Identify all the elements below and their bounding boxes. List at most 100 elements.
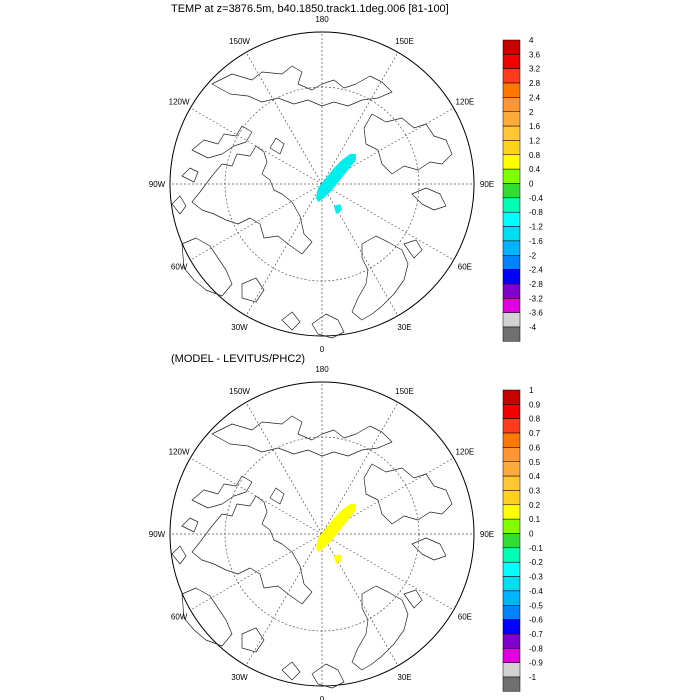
colorbar-box [502, 662, 521, 678]
colorbar-tick-label: -3.6 [529, 309, 543, 318]
colorbar-tick-label: 0.7 [529, 429, 541, 438]
coastline [181, 587, 233, 647]
colorbar-tick-label: 0.8 [529, 151, 541, 160]
colorbar-tick-label: 0 [529, 180, 534, 189]
coastline [191, 125, 253, 159]
anomaly-region [316, 154, 356, 214]
colorbar-tick-label: 0.3 [529, 486, 541, 495]
longitude-label: 60W [171, 263, 188, 272]
colorbar-tick-label: -0.6 [529, 616, 543, 625]
coastline [311, 313, 345, 339]
coastline [411, 187, 447, 211]
coastlines [171, 415, 453, 689]
colorbar-box [502, 226, 521, 242]
coastline [403, 589, 423, 609]
longitude-label: 90W [149, 530, 166, 539]
longitude-label: 30W [231, 673, 248, 682]
meridian-line [321, 402, 399, 535]
coastline [351, 585, 409, 671]
colorbar-tick-label: 2.8 [529, 79, 541, 88]
colorbar-box [502, 648, 521, 663]
meridian-line [245, 402, 323, 535]
colorbar-box [502, 111, 521, 127]
coastline [181, 237, 233, 297]
coastline [191, 475, 253, 509]
colorbar-box [502, 404, 521, 419]
longitude-label: 180 [315, 365, 329, 374]
colorbar: 1 0.9 0.8 0.7 0.6 0.5 0.4 0.3 0.2 0.1 0 -0.1 -0.2 -0.… [502, 386, 543, 692]
colorbar-box [502, 633, 521, 649]
colorbar-tick-label: 2.4 [529, 93, 541, 102]
colorbar-box [502, 283, 521, 299]
colorbar-box [502, 211, 521, 227]
coastline [281, 661, 301, 681]
meridian-line [245, 183, 323, 316]
colorbar-tick-label: 0.1 [529, 515, 541, 524]
meridian-line [190, 107, 323, 185]
longitude-label: 60E [458, 613, 472, 622]
colorbar-box [502, 269, 521, 285]
colorbar-box [502, 168, 521, 184]
colorbar-box [502, 68, 521, 84]
coastline [351, 235, 409, 321]
anomaly-patch [334, 204, 342, 214]
coastline [269, 487, 285, 505]
coastline [411, 537, 447, 561]
colorbar-box [502, 504, 521, 520]
coastline [191, 495, 313, 605]
colorbar-tick-label: 0.4 [529, 472, 541, 481]
coastline [211, 415, 393, 457]
longitude-label: 150W [229, 37, 250, 46]
meridian-line [321, 52, 399, 185]
colorbar-box [502, 475, 521, 491]
colorbar-box [502, 54, 521, 69]
colorbar-box [502, 490, 521, 506]
longitude-label: 90E [480, 530, 494, 539]
colorbar-box [502, 518, 521, 534]
colorbar-tick-label: 2 [529, 108, 534, 117]
colorbar-tick-label: -0.7 [529, 630, 543, 639]
coastline [181, 167, 199, 183]
colorbar-tick-label: 0.5 [529, 458, 541, 467]
longitude-label: 30E [397, 673, 411, 682]
longitude-label: 90E [480, 180, 494, 189]
meridian-line [190, 533, 323, 611]
coastline [363, 463, 453, 525]
coastline [269, 137, 285, 155]
colorbar-box [502, 461, 521, 477]
colorbar-tick-label: -2 [529, 251, 537, 260]
meridian-line [245, 533, 323, 666]
colorbar-tick-label: -0.4 [529, 194, 543, 203]
meridian-line [190, 183, 323, 261]
colorbar-box [502, 312, 521, 328]
colorbar-box [502, 432, 521, 448]
longitude-label: 120W [169, 98, 190, 107]
colorbar-tick-label: 1.6 [529, 122, 541, 131]
coastline [311, 663, 345, 689]
coastline [241, 627, 265, 653]
map-title: TEMP at z=3876.5m, b40.1850.track1.1deg.… [171, 3, 449, 15]
colorbar-box [502, 561, 521, 577]
colorbar-tick-label: -1.2 [529, 223, 543, 232]
map-title: (MODEL - LEVITUS/PHC2) [171, 353, 306, 365]
colorbar-tick-label: 3.6 [529, 50, 541, 59]
colorbar-tick-label: 0.8 [529, 415, 541, 424]
meridian-line [321, 183, 454, 261]
coastline [363, 113, 453, 175]
colorbar-tick-label: -4 [529, 323, 537, 332]
longitude-label: 30E [397, 323, 411, 332]
colorbar-tick-label: -0.8 [529, 208, 543, 217]
meridian-line [321, 533, 454, 611]
coastlines [171, 65, 453, 339]
colorbar-box [502, 447, 521, 463]
longitude-label: 0 [320, 345, 325, 354]
colorbar-box [502, 255, 521, 270]
coastline [171, 545, 187, 565]
colorbar-box [502, 547, 521, 563]
colorbar-box [502, 82, 521, 98]
colorbar-box [502, 154, 521, 170]
anomaly-patch [316, 504, 356, 552]
colorbar-box [502, 326, 521, 342]
colorbar-box [502, 125, 521, 141]
map-panel-top: TEMP at z=3876.5m, b40.1850.track1.1deg.… [149, 3, 544, 354]
